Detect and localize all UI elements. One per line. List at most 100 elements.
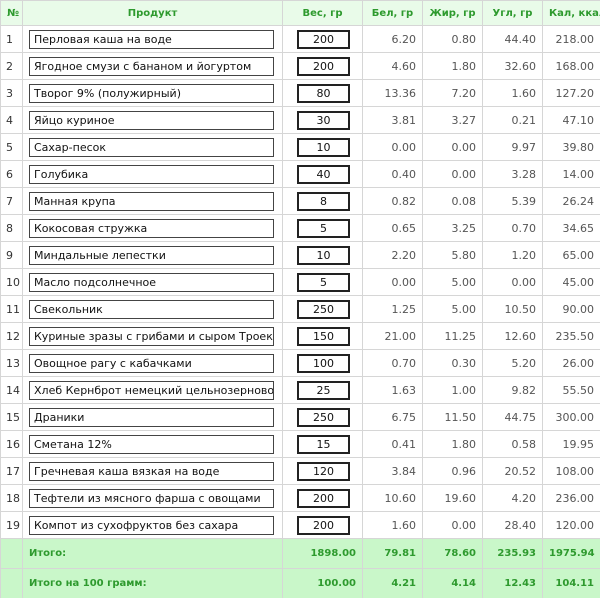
nutrient-value: 9.82: [482, 376, 543, 404]
product-row: 12 Куриные зразы с грибами и сыром Троеку…: [0, 322, 600, 350]
nutrient-value: 7.20: [422, 79, 483, 107]
weight-cell: 5: [282, 268, 363, 296]
row-number: 17: [0, 457, 23, 485]
nutrient-value: 5.00: [422, 268, 483, 296]
weight-cell: 100: [282, 349, 363, 377]
nutrient-value: 32.60: [482, 52, 543, 80]
nutrient-value: 12.60: [482, 322, 543, 350]
weight-cell: 200: [282, 25, 363, 53]
product-input[interactable]: Гречневая каша вязкая на воде: [29, 461, 274, 481]
nutrient-value: 3.27: [422, 106, 483, 134]
weight-input[interactable]: 5: [297, 218, 350, 238]
weight-input[interactable]: 100: [297, 353, 350, 373]
product-input[interactable]: Перловая каша на воде: [29, 29, 274, 49]
weight-input[interactable]: 200: [297, 488, 350, 508]
product-input[interactable]: Сахар-песок: [29, 137, 274, 157]
product-input[interactable]: Миндальные лепестки: [29, 245, 274, 265]
empty-cell: [0, 568, 23, 598]
nutrient-value: 1.80: [422, 430, 483, 458]
nutrient-value: 26.00: [542, 349, 600, 377]
table-body: 1 Перловая каша на воде 200 6.20 0.80 44.40 21…: [0, 25, 600, 598]
nutrient-value: 1.60: [362, 511, 423, 539]
nutrient-value: 20.52: [482, 457, 543, 485]
totals-value: 235.93: [482, 538, 543, 569]
nutrient-value: 0.30: [422, 349, 483, 377]
product-input[interactable]: Тефтели из мясного фарша с овощами: [29, 488, 274, 508]
nutrient-value: 6.75: [362, 403, 423, 431]
product-row: 16 Сметана 12% 15 0.41 1.80 0.58 19.95: [0, 430, 600, 458]
product-input[interactable]: Масло подсолнечное: [29, 272, 274, 292]
nutrient-value: 9.97: [482, 133, 543, 161]
weight-input[interactable]: 10: [297, 245, 350, 265]
product-input[interactable]: Сметана 12%: [29, 434, 274, 454]
row-number: 5: [0, 133, 23, 161]
nutrient-value: 235.50: [542, 322, 600, 350]
product-row: 1 Перловая каша на воде 200 6.20 0.80 44.40 21…: [0, 25, 600, 53]
row-number: 12: [0, 322, 23, 350]
product-input[interactable]: Творог 9% (полужирный): [29, 83, 274, 103]
nutrient-value: 218.00: [542, 25, 600, 53]
weight-input[interactable]: 250: [297, 407, 350, 427]
product-row: 5 Сахар-песок 10 0.00 0.00 9.97 39.80: [0, 133, 600, 161]
row-number: 11: [0, 295, 23, 323]
product-row: 18 Тефтели из мясного фарша с овощами 200 1…: [0, 484, 600, 512]
nutrient-value: 168.00: [542, 52, 600, 80]
product-input[interactable]: Компот из сухофруктов без сахара: [29, 515, 274, 535]
product-row: 3 Творог 9% (полужирный) 80 13.36 7.20 1.60 12…: [0, 79, 600, 107]
weight-cell: 80: [282, 79, 363, 107]
row-number: 2: [0, 52, 23, 80]
weight-input[interactable]: 10: [297, 137, 350, 157]
weight-input[interactable]: 30: [297, 110, 350, 130]
product-cell: Свекольник: [22, 295, 283, 323]
empty-cell: [0, 538, 23, 569]
weight-input[interactable]: 120: [297, 461, 350, 481]
nutrient-value: 13.36: [362, 79, 423, 107]
weight-input[interactable]: 8: [297, 191, 350, 211]
product-row: 11 Свекольник 250 1.25 5.00 10.50 90.00: [0, 295, 600, 323]
product-cell: Гречневая каша вязкая на воде: [22, 457, 283, 485]
nutrient-value: 0.70: [482, 214, 543, 242]
row-number: 19: [0, 511, 23, 539]
product-cell: Овощное рагу с кабачками: [22, 349, 283, 377]
nutrient-value: 0.58: [482, 430, 543, 458]
product-input[interactable]: Куриные зразы с грибами и сыром Троекуро: [29, 326, 274, 346]
weight-cell: 8: [282, 187, 363, 215]
weight-input[interactable]: 25: [297, 380, 350, 400]
product-cell: Голубика: [22, 160, 283, 188]
product-input[interactable]: Яйцо куриное: [29, 110, 274, 130]
product-input[interactable]: Кокосовая стружка: [29, 218, 274, 238]
weight-input[interactable]: 200: [297, 56, 350, 76]
totals-value: 1975.94: [542, 538, 600, 569]
product-input[interactable]: Голубика: [29, 164, 274, 184]
weight-input[interactable]: 5: [297, 272, 350, 292]
product-input[interactable]: Хлеб Кернброт немецкий цельнозерновой: [29, 380, 274, 400]
totals-value: 4.14: [422, 568, 483, 598]
column-header: №: [0, 0, 23, 26]
weight-input[interactable]: 200: [297, 29, 350, 49]
product-input[interactable]: Свекольник: [29, 299, 274, 319]
row-number: 16: [0, 430, 23, 458]
product-input[interactable]: Ягодное смузи с бананом и йогуртом: [29, 56, 274, 76]
product-input[interactable]: Драники: [29, 407, 274, 427]
nutrient-value: 0.00: [482, 268, 543, 296]
nutrient-value: 4.20: [482, 484, 543, 512]
nutrient-value: 44.75: [482, 403, 543, 431]
totals-row: Итого на 100 грамм: 100.00 4.21 4.14 12.43 10…: [0, 568, 600, 598]
nutrient-value: 19.60: [422, 484, 483, 512]
product-row: 15 Драники 250 6.75 11.50 44.75 300.00: [0, 403, 600, 431]
weight-cell: 15: [282, 430, 363, 458]
weight-input[interactable]: 40: [297, 164, 350, 184]
row-number: 15: [0, 403, 23, 431]
product-input[interactable]: Овощное рагу с кабачками: [29, 353, 274, 373]
weight-cell: 120: [282, 457, 363, 485]
product-input[interactable]: Манная крупа: [29, 191, 274, 211]
weight-input[interactable]: 80: [297, 83, 350, 103]
weight-input[interactable]: 200: [297, 515, 350, 535]
weight-input[interactable]: 250: [297, 299, 350, 319]
weight-input[interactable]: 150: [297, 326, 350, 346]
product-cell: Сахар-песок: [22, 133, 283, 161]
nutrient-value: 5.39: [482, 187, 543, 215]
nutrient-value: 19.95: [542, 430, 600, 458]
weight-input[interactable]: 15: [297, 434, 350, 454]
row-number: 7: [0, 187, 23, 215]
